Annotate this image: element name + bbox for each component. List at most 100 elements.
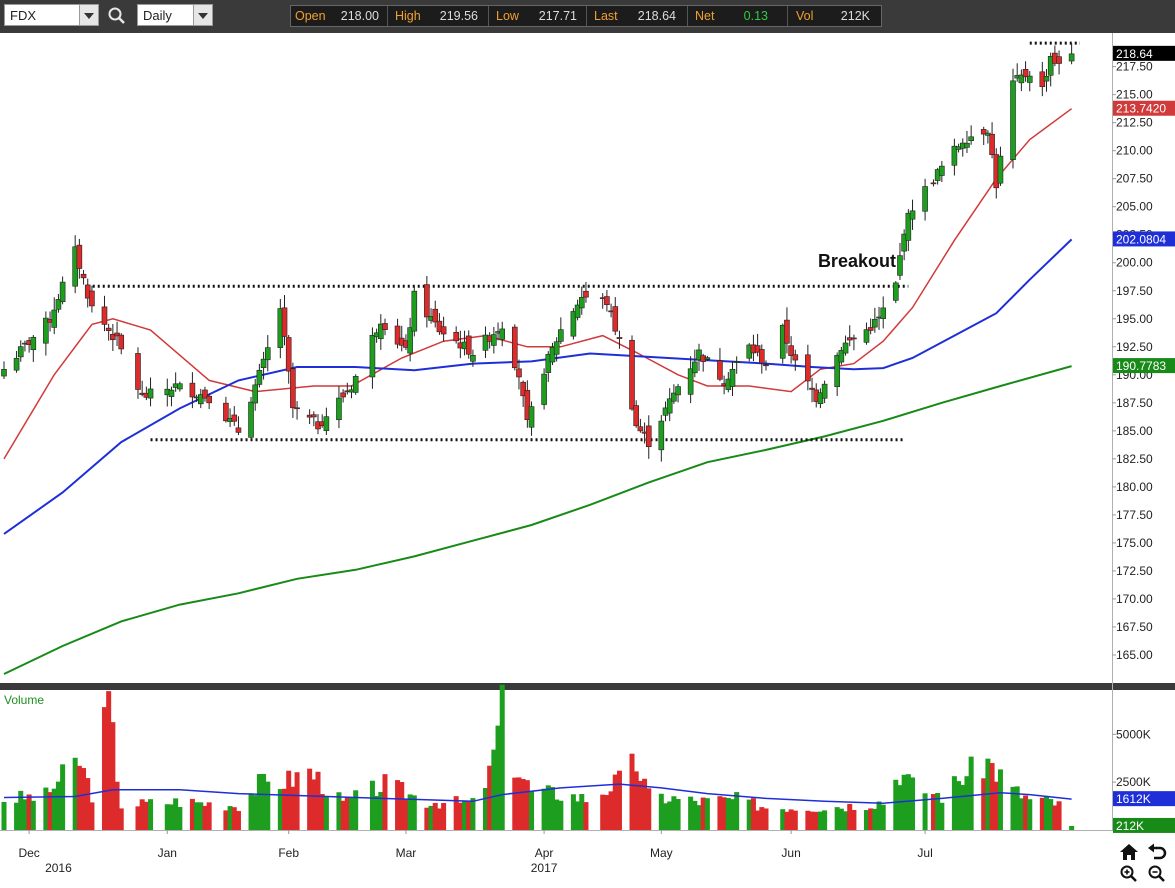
candle-up: [1010, 80, 1016, 160]
volume-bar-up: [336, 792, 342, 830]
candle-up: [252, 384, 259, 404]
volume-bar-up: [675, 799, 681, 830]
candle-down: [223, 402, 229, 422]
volume-bar-up: [880, 804, 886, 830]
search-button[interactable]: [106, 5, 128, 27]
candle-down: [189, 382, 196, 398]
candle-up: [470, 354, 476, 362]
candle-up: [491, 334, 497, 346]
volume-bar-down: [424, 807, 430, 830]
home-button[interactable]: [1118, 842, 1140, 862]
volume-bar-up: [671, 796, 677, 830]
quote-separator: [687, 6, 688, 26]
volume-bar-up: [838, 808, 844, 830]
candle-up: [909, 210, 916, 220]
volume-bar-down: [759, 807, 765, 830]
volume-bar-down: [81, 768, 87, 830]
candle-up: [838, 350, 845, 363]
search-icon: [108, 7, 125, 24]
candle-up: [17, 346, 24, 358]
symbol-input[interactable]: FDX: [4, 4, 99, 26]
volume-bar-down: [311, 779, 317, 830]
volume-bar-down: [139, 799, 145, 830]
candle-up: [407, 327, 413, 354]
volume-bar-up: [997, 769, 1003, 830]
interval-dropdown-arrow-icon[interactable]: [193, 5, 212, 25]
axis-value-tag-label: 190.7783: [1116, 359, 1166, 373]
volume-bar-up: [323, 796, 329, 830]
volume-bar-up: [554, 799, 560, 830]
candle-up: [880, 307, 887, 319]
candle-down: [759, 349, 765, 364]
candle-down: [809, 387, 815, 390]
candle-down: [717, 360, 723, 380]
price-tick-label: 207.50: [1116, 172, 1153, 186]
candle-up: [897, 255, 903, 276]
volume-bar-down: [110, 722, 116, 830]
candle-down: [637, 426, 644, 432]
volume-bar-up: [1027, 799, 1033, 830]
volume-title: Volume: [4, 693, 44, 707]
price-tick-label: 197.50: [1116, 284, 1153, 298]
volume-bar-up: [14, 802, 20, 830]
high-value: 219.56: [439, 9, 478, 23]
volume-bar-down: [26, 794, 32, 830]
volume-bar-up: [1044, 795, 1050, 830]
volume-bar-down: [616, 770, 622, 830]
candle-up: [482, 334, 489, 351]
zoom-in-button[interactable]: [1118, 864, 1140, 883]
volume-bar-up: [780, 809, 786, 830]
interval-select[interactable]: Daily: [137, 4, 213, 26]
candle-up: [168, 389, 175, 397]
volume-bar-down: [436, 808, 442, 830]
volume-bar-down: [101, 707, 107, 830]
volume-tick-label: 2500K: [1116, 775, 1151, 789]
volume-bar-up: [570, 794, 576, 830]
stock-chart[interactable]: 165.00 167.50 170.00 172.50 175.00 177.50 180.…: [0, 33, 1175, 883]
volume-bar-down: [583, 802, 589, 830]
volume-bar-up: [692, 800, 698, 830]
candle-down: [80, 273, 87, 279]
volume-bar-down: [453, 796, 459, 830]
volume-bar-up: [688, 796, 694, 830]
symbol-dropdown-arrow-icon[interactable]: [79, 5, 98, 25]
candle-up: [369, 334, 376, 378]
volume-bar-down: [319, 794, 325, 830]
volume-value-tag-label: 1612K: [1116, 792, 1151, 806]
candle-up: [1, 369, 7, 377]
candle-down: [202, 389, 208, 399]
vol-value: 212K: [840, 9, 870, 23]
volume-bar-up: [667, 801, 673, 830]
candle-down: [989, 133, 995, 155]
price-tick-label: 217.50: [1116, 60, 1153, 74]
reset-button[interactable]: [1146, 842, 1168, 862]
volume-bar-up: [378, 791, 384, 830]
volume-bar-down: [457, 802, 463, 830]
volume-bar-down: [290, 786, 296, 830]
volume-bar-down: [340, 800, 346, 830]
candle-down: [432, 308, 439, 323]
high-label: High: [395, 9, 421, 23]
volume-bar-down: [1039, 797, 1045, 830]
candle-up: [842, 342, 849, 354]
candle-down: [206, 395, 212, 404]
volume-bar-up: [734, 792, 740, 830]
price-tick-label: 165.00: [1116, 648, 1153, 662]
price-tick-label: 195.00: [1116, 312, 1153, 326]
volume-bar-up: [658, 793, 664, 830]
quote-separator: [387, 6, 388, 26]
volume-bar-up: [499, 684, 505, 830]
volume-bar-down: [633, 771, 639, 830]
volume-bar-up: [956, 781, 962, 830]
candle-down: [453, 331, 459, 342]
volume-bar-up: [922, 793, 928, 830]
volume-bar-up: [746, 799, 752, 830]
candle-down: [629, 339, 635, 410]
volume-bar-up: [227, 806, 233, 830]
volume-bar-up: [411, 795, 417, 830]
zoom-out-button[interactable]: [1146, 864, 1168, 883]
volume-bar-down: [202, 805, 208, 830]
candle-up: [43, 317, 49, 344]
volume-bar-down: [441, 802, 447, 830]
volume-bar-down: [763, 808, 769, 830]
